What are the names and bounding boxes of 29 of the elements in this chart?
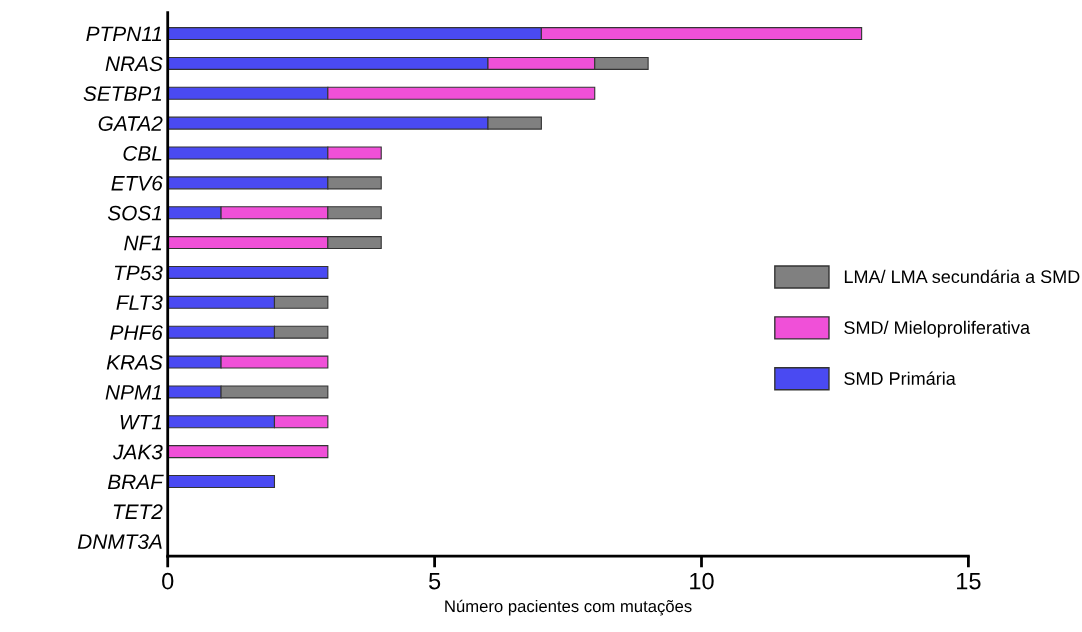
y-tick-label: KRAS bbox=[106, 355, 163, 370]
y-tick-label: GATA2 bbox=[98, 116, 163, 131]
y-tick-label: TET2 bbox=[113, 504, 163, 519]
y-tick-label: NF1 bbox=[124, 235, 162, 251]
bar bbox=[167, 265, 329, 279]
y-tick-label: JAK3 bbox=[113, 444, 163, 460]
y-tick-label: WT1 bbox=[120, 414, 162, 430]
y-tick-label: FLT3 bbox=[116, 295, 163, 311]
y-tick-label: CBL bbox=[123, 146, 162, 161]
bar bbox=[167, 474, 276, 489]
x-tick-label: 0 bbox=[162, 572, 174, 590]
y-tick-label: NRAS bbox=[105, 56, 163, 72]
bar bbox=[167, 445, 329, 459]
y-tick-label: PHF6 bbox=[110, 325, 163, 340]
y-tick-label: SETBP1 bbox=[83, 86, 162, 102]
legend-label: SMD Primária bbox=[844, 371, 956, 385]
y-tick-label: TP53 bbox=[114, 265, 163, 281]
x-tick-label: 10 bbox=[690, 572, 714, 590]
y-tick-label: PTPN11 bbox=[86, 26, 162, 42]
y-tick-label: DNMT3A bbox=[77, 534, 162, 549]
x-axis-title: Número pacientes com mutações bbox=[445, 599, 692, 616]
y-tick-label: NPM1 bbox=[105, 385, 162, 400]
legend-label: LMA/ LMA secundária a SMD bbox=[844, 269, 1080, 284]
y-tick-label: ETV6 bbox=[111, 175, 163, 191]
y-tick-label: BRAF bbox=[107, 474, 164, 490]
x-tick-label: 15 bbox=[957, 573, 981, 590]
y-tick-label: SOS1 bbox=[107, 205, 162, 221]
x-tick-label: 5 bbox=[428, 573, 441, 590]
legend-label: SMD/ Mieloproliferativa bbox=[844, 320, 1031, 338]
